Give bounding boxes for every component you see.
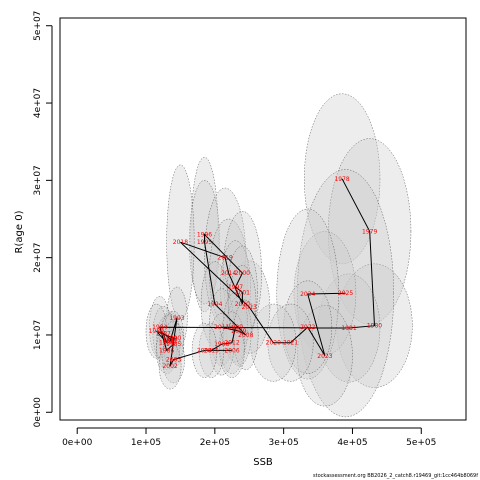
year-label-1989: 1989 [149, 328, 164, 335]
year-label-1999: 1999 [228, 324, 243, 331]
footer-source: stockassessment.org BB2026_2_catch8.r194… [313, 473, 478, 479]
year-label-2000: 2000 [235, 270, 250, 277]
year-label-2012: 2012 [224, 340, 239, 347]
x-tick-label: 3e+05 [269, 438, 299, 448]
year-label-2024: 2024 [300, 291, 315, 298]
year-labels: 1978 1979 1980 1981 2025 2024 2023 2022 20212020… [149, 176, 383, 370]
x-tick-label: 0e+00 [62, 438, 93, 448]
x-tick-label: 5e+05 [406, 438, 436, 448]
confidence-ellipses [145, 93, 413, 418]
year-label-1994: 1994 [207, 301, 222, 308]
y-axis-title: R(age 0) [14, 210, 25, 253]
year-label-1986: 1986 [159, 347, 174, 354]
trajectory [155, 178, 376, 367]
year-label-1978: 1978 [334, 176, 349, 183]
year-label-1993: 1993 [169, 315, 184, 322]
year-label-1984: 1984 [152, 324, 167, 331]
x-tick-label: 1e+05 [131, 438, 161, 448]
year-label-2025: 2025 [338, 290, 353, 297]
x-axis-title: SSB [253, 457, 273, 468]
x-tick-label: 4e+05 [337, 438, 367, 448]
year-label-2015: 2015 [204, 347, 219, 354]
year-label-2004: 2004 [197, 347, 212, 354]
year-label-1991: 1991 [162, 338, 177, 345]
year-label-1985: 1985 [166, 341, 181, 348]
year-label-2009: 2009 [231, 328, 246, 335]
y-tick-label: 1e+07 [33, 320, 43, 350]
year-label-1981: 1981 [341, 325, 356, 332]
year-label-2020: 2020 [266, 340, 281, 347]
year-label-2023: 2023 [317, 353, 332, 360]
y-tick-label: 4e+07 [33, 88, 43, 118]
year-label-2014: 2014 [221, 270, 236, 277]
year-label-1990: 1990 [166, 335, 181, 342]
year-label-2018: 2018 [173, 239, 188, 246]
y-tick-label: 2e+07 [33, 243, 43, 273]
year-label-1980: 1980 [367, 323, 382, 330]
x-tick-label: 2e+05 [200, 438, 230, 448]
year-label-1979: 1979 [362, 228, 377, 235]
year-label-2021: 2021 [283, 340, 298, 347]
year-label-1983: 1983 [162, 336, 177, 343]
year-label-2019: 2019 [218, 255, 233, 262]
year-label-2022: 2022 [300, 324, 315, 331]
trajectory-line [155, 178, 376, 367]
y-tick-label: 3e+07 [33, 165, 43, 195]
y-tick-label: 5e+07 [33, 11, 43, 41]
confidence-ellipse-1993 [166, 286, 188, 350]
year-label-2002: 2002 [162, 363, 177, 370]
year-label-1997: 1997 [228, 284, 243, 291]
year-label-1998: 1998 [214, 341, 229, 348]
year-label-2013: 2013 [242, 304, 257, 311]
year-label-1996: 1996 [197, 231, 212, 238]
year-label-2010: 2010 [235, 301, 250, 308]
year-label-1988: 1988 [159, 340, 174, 347]
y-tick-label: 0e+00 [33, 397, 43, 428]
year-label-2011: 2011 [214, 324, 229, 331]
year-label-1987: 1987 [156, 330, 171, 337]
axes: 0e+00 1e+05 2e+05 3e+05 4e+05 5e+05 0e+00 1e+07… [33, 11, 436, 448]
year-label-1995: 1995 [197, 239, 212, 246]
year-label-2008: 2008 [238, 332, 253, 339]
year-label-2001: 2001 [235, 289, 250, 296]
year-label-2003: 2003 [166, 357, 181, 364]
plot-frame [59, 17, 467, 421]
year-label-2006: 2006 [224, 347, 239, 354]
